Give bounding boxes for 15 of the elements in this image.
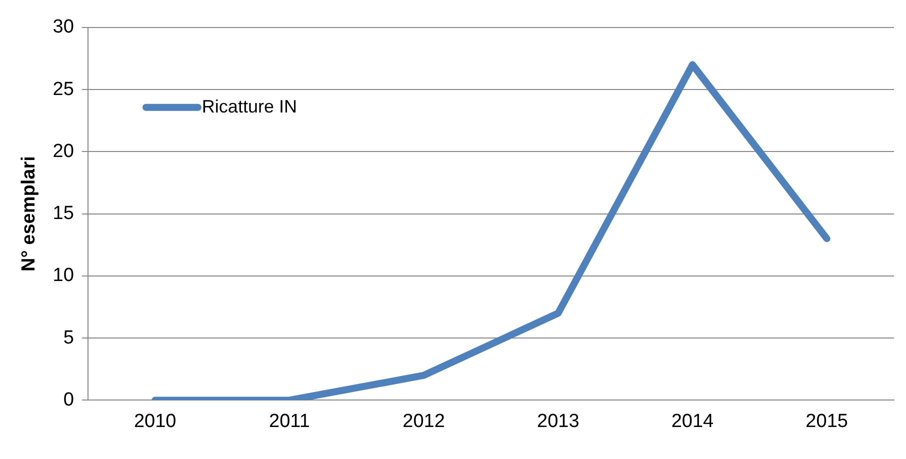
y-tick-label: 20	[52, 140, 74, 162]
x-tick-label: 2014	[671, 410, 714, 432]
x-tick-label: 2015	[806, 410, 848, 432]
y-axis-title: N° esemplari	[18, 156, 40, 272]
legend-label: Ricatture IN	[202, 96, 297, 116]
x-tick-label: 2013	[537, 410, 580, 432]
y-tick-label: 5	[63, 327, 74, 348]
y-tick-label: 15	[52, 203, 74, 224]
x-tick-label: 2011	[269, 410, 310, 432]
y-tick-label: 25	[52, 78, 74, 100]
x-tick-label: 2010	[134, 410, 176, 432]
y-tick-label: 30	[52, 16, 74, 38]
y-tick-label: 10	[52, 265, 74, 286]
x-tick-label: 2012	[402, 410, 445, 432]
y-tick-label: 0	[63, 389, 74, 410]
